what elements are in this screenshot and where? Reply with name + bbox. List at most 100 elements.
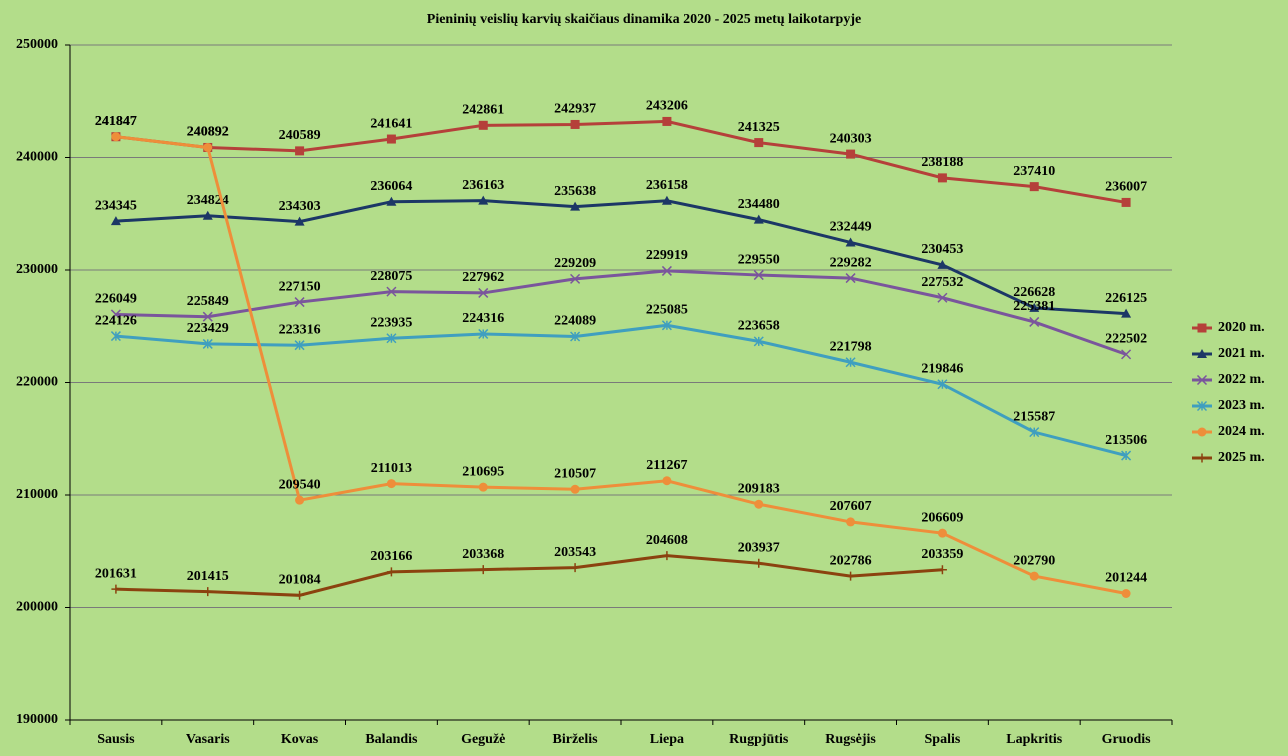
marker — [1121, 197, 1131, 207]
legend-label: 2024 m. — [1218, 424, 1265, 439]
marker — [1196, 400, 1208, 412]
marker — [1197, 453, 1207, 463]
marker — [478, 195, 489, 205]
marker — [846, 149, 856, 159]
data-label: 225085 — [646, 303, 688, 318]
x-tick-label: Balandis — [365, 732, 418, 747]
data-label: 223316 — [279, 322, 321, 337]
data-label: 211013 — [371, 461, 412, 476]
x-tick-label: Gegužė — [461, 732, 505, 747]
marker — [1029, 571, 1039, 581]
marker — [570, 201, 581, 211]
x-tick-label: Rugsėjis — [825, 732, 876, 747]
marker — [1029, 427, 1040, 438]
data-label: 211267 — [646, 458, 687, 473]
data-label: 203937 — [738, 540, 780, 555]
marker — [661, 265, 672, 276]
marker — [845, 237, 856, 247]
marker — [1029, 316, 1040, 327]
marker — [846, 517, 856, 527]
marker — [1197, 323, 1207, 333]
marker — [478, 565, 488, 575]
marker — [937, 565, 947, 575]
marker — [110, 216, 121, 226]
y-tick-label: 190000 — [16, 712, 58, 727]
data-label: 210507 — [554, 467, 596, 482]
marker — [478, 328, 489, 339]
marker — [662, 551, 672, 561]
data-label: 203543 — [554, 545, 596, 560]
marker — [753, 336, 764, 347]
marker — [1121, 349, 1132, 360]
series-line — [115, 269, 1127, 356]
y-tick-label: 200000 — [16, 600, 58, 615]
marker — [386, 134, 396, 144]
data-label: 210695 — [462, 464, 504, 479]
y-tick-label: 230000 — [16, 262, 58, 277]
data-label: 229919 — [646, 248, 688, 263]
data-label: 236064 — [370, 179, 412, 194]
data-label: 226049 — [95, 292, 137, 307]
data-label: 203166 — [370, 549, 412, 564]
data-label: 229209 — [554, 256, 596, 271]
data-label: 225381 — [1013, 299, 1055, 314]
data-label: 224316 — [462, 311, 504, 326]
data-label: 204608 — [646, 533, 688, 548]
data-label: 236163 — [462, 178, 504, 193]
marker — [937, 259, 948, 269]
y-tick-label: 250000 — [16, 37, 58, 52]
legend-label: 2023 m. — [1218, 398, 1265, 413]
data-label: 226628 — [1013, 285, 1055, 300]
series-line — [115, 119, 1127, 204]
data-label: 203359 — [921, 547, 963, 562]
marker — [202, 311, 213, 322]
marker — [386, 567, 396, 577]
marker — [754, 499, 764, 509]
legend-label: 2021 m. — [1218, 346, 1265, 361]
marker — [753, 270, 764, 281]
x-tick-label: Lapkritis — [1006, 732, 1063, 747]
legend-label: 2020 m. — [1218, 320, 1265, 335]
data-label: 201415 — [187, 569, 229, 584]
data-label: 235638 — [554, 184, 596, 199]
data-label: 223935 — [370, 315, 412, 330]
series-line — [115, 554, 943, 597]
marker — [111, 584, 121, 594]
data-label: 223429 — [187, 321, 229, 336]
data-label: 234303 — [279, 199, 321, 214]
x-tick-label: Vasaris — [186, 732, 230, 747]
data-label: 224089 — [554, 314, 596, 329]
marker — [386, 333, 397, 344]
marker — [1029, 182, 1039, 192]
marker — [386, 196, 397, 206]
data-label: 222502 — [1105, 332, 1147, 347]
marker — [753, 214, 764, 224]
data-label: 225849 — [187, 294, 229, 309]
data-label: 207607 — [830, 499, 872, 514]
marker — [294, 340, 305, 351]
x-tick-label: Liepa — [650, 732, 684, 747]
legend-label: 2022 m. — [1218, 372, 1265, 387]
data-label: 227962 — [462, 270, 504, 285]
data-label: 240892 — [187, 125, 229, 140]
marker — [846, 571, 856, 581]
y-tick-label: 220000 — [16, 375, 58, 390]
marker — [110, 331, 121, 342]
x-tick-label: Rugpjūtis — [729, 732, 789, 747]
marker — [478, 120, 488, 130]
marker — [570, 484, 580, 494]
data-label: 243206 — [646, 99, 688, 114]
marker — [386, 286, 397, 297]
data-label: 237410 — [1013, 164, 1055, 179]
marker — [845, 273, 856, 284]
x-tick-label: Birželis — [553, 732, 599, 747]
marker — [295, 495, 305, 505]
marker — [202, 210, 213, 220]
marker — [110, 309, 121, 320]
data-label: 201084 — [279, 573, 321, 588]
data-label: 242937 — [554, 102, 596, 117]
data-label: 242861 — [462, 103, 504, 118]
data-label: 240303 — [830, 131, 872, 146]
